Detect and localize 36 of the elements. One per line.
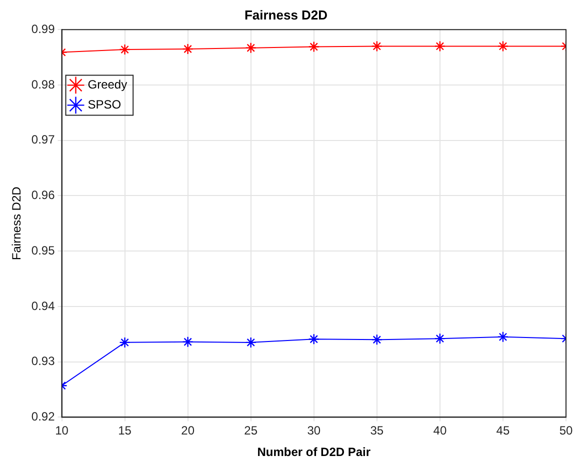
y-tick-label: 0.97 <box>31 132 56 147</box>
chart-title: Fairness D2D <box>244 7 328 22</box>
point <box>182 43 194 55</box>
x-axis-title: Number of D2D Pair <box>257 445 371 460</box>
x-tick-label: 40 <box>433 424 447 438</box>
point <box>497 331 509 343</box>
point <box>434 332 446 344</box>
x-tick-label: 20 <box>181 424 195 438</box>
point <box>371 334 383 346</box>
y-tick-label: 0.99 <box>31 22 56 36</box>
y-tick-label: 0.98 <box>31 77 56 92</box>
point <box>119 44 130 56</box>
x-tick-label: 45 <box>496 424 510 438</box>
point <box>371 40 383 52</box>
x-tick-label: 50 <box>559 424 573 438</box>
point <box>497 40 509 52</box>
point <box>245 336 256 348</box>
point <box>308 41 320 52</box>
y-axis-title: Fairness D2D <box>10 186 24 260</box>
x-tick-label: 15 <box>118 424 132 438</box>
x-tick-label: 30 <box>307 424 321 438</box>
y-tick-label: 0.94 <box>31 298 56 313</box>
legend-label: SPSO <box>88 98 122 112</box>
legend-label: Greedy <box>88 78 128 92</box>
point <box>245 42 256 54</box>
y-tick-label: 0.93 <box>31 354 56 368</box>
point <box>434 40 446 52</box>
point <box>182 336 194 348</box>
x-tick-label: 25 <box>244 424 258 438</box>
point <box>308 334 320 345</box>
x-tick-label: 35 <box>370 424 384 438</box>
y-tick-label: 0.95 <box>31 243 56 258</box>
y-tick-label: 0.96 <box>31 188 56 202</box>
y-tick-label: 0.92 <box>31 410 56 424</box>
x-tick-label: 10 <box>55 424 69 438</box>
point <box>119 336 130 348</box>
